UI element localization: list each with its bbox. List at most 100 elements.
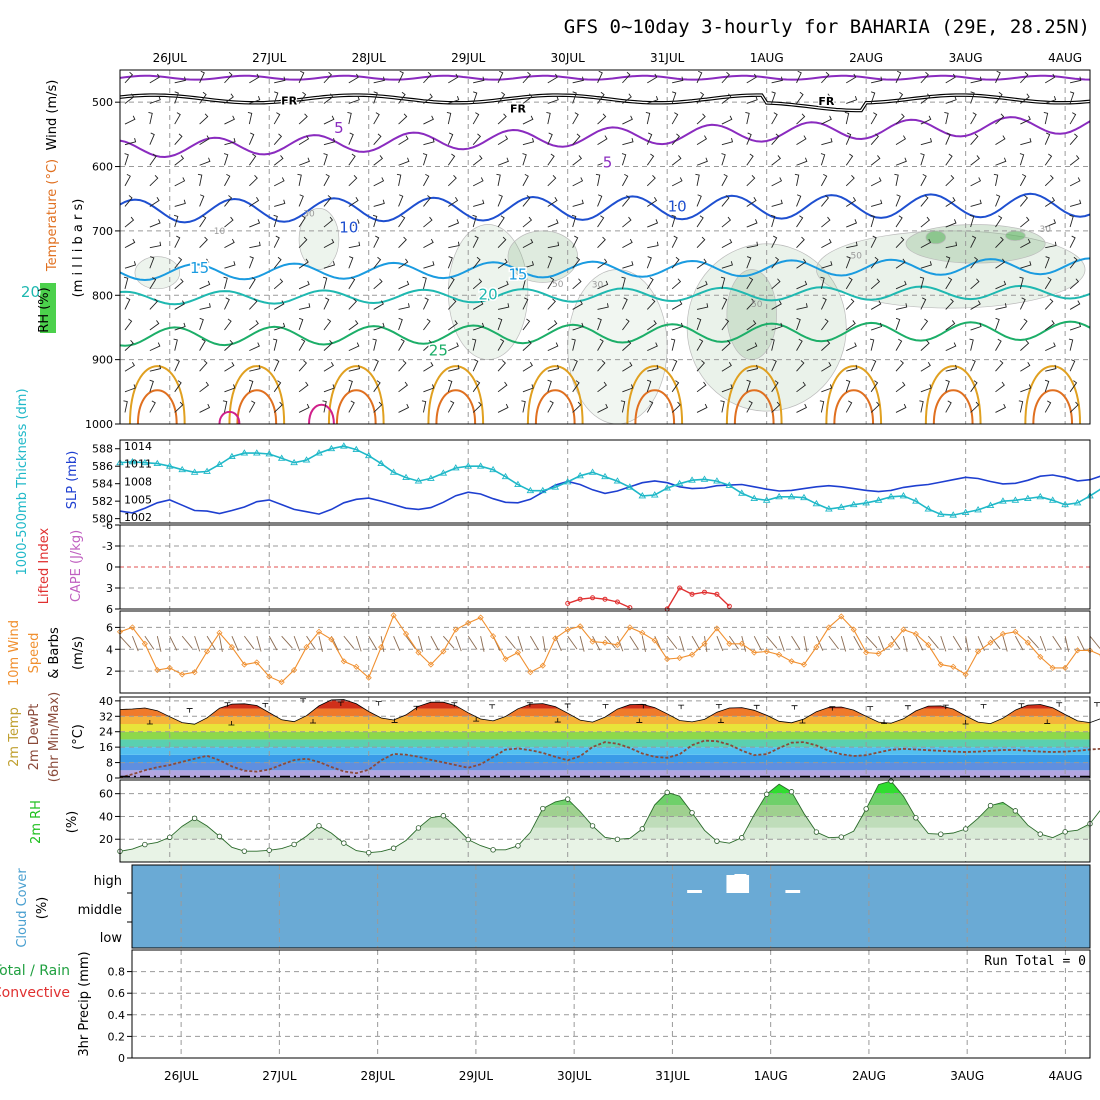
precip-tick-label: 0 bbox=[118, 1052, 125, 1065]
wind10m-point bbox=[390, 612, 397, 619]
isotherm-label: 25 bbox=[429, 342, 448, 360]
wind-barb bbox=[249, 298, 258, 310]
wind10m-barb bbox=[592, 635, 601, 651]
thickness-point bbox=[302, 456, 311, 463]
wind-barb bbox=[124, 297, 131, 310]
temp-max-marker bbox=[413, 705, 420, 711]
wind-barb bbox=[199, 157, 211, 166]
wind-barb bbox=[223, 276, 228, 289]
wind10m-barb bbox=[1002, 636, 1008, 652]
wind-barb bbox=[771, 322, 783, 331]
wind-barb bbox=[421, 400, 427, 413]
wind-barb bbox=[721, 384, 733, 393]
li-tick-label: 0 bbox=[106, 561, 113, 574]
wind-barb bbox=[895, 70, 902, 84]
wind-barb bbox=[348, 197, 359, 207]
thickness-point bbox=[663, 484, 671, 491]
rh2m-point bbox=[1037, 831, 1043, 837]
wind10m-point bbox=[278, 679, 285, 686]
temp-max-marker bbox=[489, 704, 496, 709]
wind-barb bbox=[597, 70, 603, 84]
wind-barb bbox=[322, 400, 327, 413]
wind10m-point bbox=[303, 644, 310, 651]
wind-tick-label: 4 bbox=[106, 643, 113, 656]
wind-barb bbox=[348, 320, 359, 331]
wind-barb bbox=[273, 112, 281, 125]
pressure-tick-label: 500 bbox=[92, 96, 113, 109]
wind-barb bbox=[1020, 138, 1032, 146]
wind-barb bbox=[870, 401, 880, 413]
wind-barb bbox=[298, 258, 309, 269]
date-label-bottom: 4AUG bbox=[1048, 1069, 1082, 1083]
date-label-top: 29JUL bbox=[451, 51, 486, 65]
temp-max-marker bbox=[715, 704, 722, 709]
wind-barb bbox=[970, 199, 982, 207]
wind10m-point bbox=[950, 663, 957, 670]
wind-barb bbox=[995, 157, 1007, 166]
wind10m-barb bbox=[915, 635, 924, 651]
wind-barb bbox=[348, 241, 361, 249]
rh2m-point bbox=[888, 778, 894, 784]
wind10m-barb bbox=[505, 635, 516, 649]
wind10m-point bbox=[726, 640, 733, 647]
wind10m-barb bbox=[542, 636, 546, 653]
wind10m-point bbox=[154, 666, 161, 674]
wind-barb bbox=[323, 261, 336, 269]
wind-barb bbox=[944, 112, 949, 125]
wind-barb bbox=[646, 256, 652, 269]
wind10m-barb bbox=[629, 635, 639, 650]
wind-barb bbox=[323, 138, 336, 146]
wind10m-barb bbox=[952, 635, 962, 650]
wind10m-point bbox=[664, 656, 671, 663]
rh-contour-label: 50 bbox=[552, 280, 564, 290]
rh2m-point bbox=[415, 825, 422, 831]
wind-barb bbox=[671, 278, 682, 290]
millibars-axis-label: (m i l l i b a r s) bbox=[71, 199, 86, 298]
wind-barb bbox=[622, 71, 631, 84]
wind-barb bbox=[670, 338, 676, 351]
wind10m-barb bbox=[753, 635, 762, 651]
wind10m-point bbox=[1037, 653, 1044, 660]
wind-barb bbox=[572, 322, 584, 331]
thickness-point bbox=[936, 510, 945, 517]
wind-barb bbox=[547, 256, 553, 269]
wind-barb bbox=[447, 132, 454, 145]
thickness-point bbox=[253, 449, 261, 456]
wind-barb bbox=[970, 300, 981, 310]
wind-barb bbox=[472, 256, 481, 269]
wind-barb bbox=[174, 133, 183, 145]
wind-barb bbox=[298, 280, 310, 290]
wind-barb bbox=[1044, 197, 1056, 207]
temp-unit-label: (°C) bbox=[71, 724, 86, 750]
temp-max-marker bbox=[300, 698, 307, 703]
wind-barb bbox=[447, 379, 453, 392]
wind-barb bbox=[547, 320, 558, 331]
data-layer bbox=[116, 70, 1100, 1059]
rh2m-point bbox=[390, 845, 397, 851]
wind10m-point bbox=[589, 638, 596, 645]
wind-barb bbox=[448, 320, 458, 331]
wind-barb bbox=[646, 277, 654, 290]
wind-barb bbox=[1043, 112, 1049, 125]
wind-barb bbox=[895, 360, 904, 372]
temp-color-band bbox=[120, 708, 1090, 717]
wind-barb bbox=[1045, 364, 1057, 372]
thickness-point bbox=[775, 492, 783, 500]
date-label-bottom: 2AUG bbox=[852, 1069, 886, 1083]
wind-barb bbox=[373, 300, 384, 310]
wind-barb bbox=[970, 91, 975, 104]
wind-barb bbox=[995, 194, 1001, 207]
wind-barb bbox=[572, 112, 579, 125]
thickness-point bbox=[1073, 499, 1082, 506]
wind-barb bbox=[1044, 320, 1055, 331]
wind-barb bbox=[821, 261, 833, 269]
thickness-point bbox=[650, 491, 659, 498]
wind-barb bbox=[895, 258, 906, 269]
wind-barb bbox=[1069, 76, 1082, 84]
wind-barb bbox=[647, 342, 658, 352]
wind-barb bbox=[646, 379, 652, 392]
wind-barb bbox=[1044, 153, 1053, 166]
wind-barb bbox=[522, 153, 527, 166]
wind10m-point bbox=[564, 626, 571, 633]
